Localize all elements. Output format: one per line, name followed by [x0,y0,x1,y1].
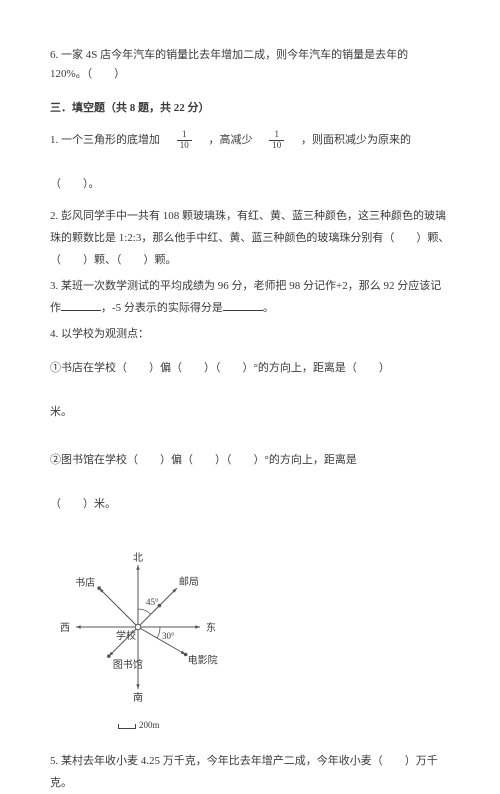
blank-2 [223,301,263,311]
q3-c: 。 [263,302,274,314]
svg-text:北: 北 [133,552,143,564]
frac2-den: 10 [269,141,284,151]
svg-text:书店: 书店 [75,576,95,589]
scale-label: 200m [139,720,160,730]
q4-item2-text: ②图书馆在学校（ ）偏（ ）（ ）°的方向上，距离是 [50,454,357,466]
q4-item2-tail: （ ）米。 [50,498,116,510]
question-4-header: 4. 以学校为观测点： [50,323,450,345]
blank-1 [61,301,101,311]
question-4-item2: ②图书馆在学校（ ）偏（ ）（ ）°的方向上，距离是 （ ）米。 [50,449,450,515]
svg-text:东: 东 [206,621,216,634]
question-3: 3. 某班一次数学测试的平均成绩为 96 分，老师把 98 分记作+2，那么 9… [50,275,450,319]
question-4-item1: ①书店在学校（ ）偏（ ）（ ）°的方向上，距离是（ ） 米。 [50,357,450,423]
q1-mid2: ，则面积减少为原来的 [290,134,411,146]
svg-text:邮局: 邮局 [179,575,199,588]
compass-svg: 北南 东 西 邮局 45° 书店电影院 30° 图书馆 学校 [50,541,240,711]
question-6: 6. 一家 4S 店今年汽车的销量比去年增加二成，则今年汽车的销量是去年的 12… [50,46,450,83]
fraction-1: 1 10 [177,130,192,151]
frac1-den: 10 [177,141,192,151]
svg-text:学校: 学校 [116,629,136,642]
q1-pre: 1. 一个三角形的底增加 [50,134,171,146]
fraction-2: 1 10 [269,130,284,151]
q4-item1-text: ①书店在学校（ ）偏（ ）（ ）°的方向上，距离是（ ） [50,362,390,374]
scale-row: 200m [118,720,450,730]
q3-b: ，-5 分表示的实际得分是 [101,302,223,314]
question-2: 2. 彭风同学手中一共有 108 颗玻璃珠，有红、黄、蓝三种颜色，这三种颜色的玻… [50,205,450,271]
q2-text: 2. 彭风同学手中一共有 108 颗玻璃珠，有红、黄、蓝三种颜色，这三种颜色的玻… [50,210,449,266]
svg-text:45°: 45° [146,597,159,607]
q6-line1: 6. 一家 4S 店今年汽车的销量比去年增加二成，则今年汽车的销量是去年的 [50,49,408,61]
section-3-heading: 三．填空题（共 8 题，共 22 分） [50,99,450,115]
compass-diagram: 北南 东 西 邮局 45° 书店电影院 30° 图书馆 学校 200m [50,541,450,730]
q1-line2: （ ）。 [50,178,100,190]
q1-mid1: ，高减少 [198,134,264,146]
svg-text:西: 西 [60,623,70,634]
scale-bar-icon [118,724,136,729]
question-1: 1. 一个三角形的底增加 1 10 ，高减少 1 10 ，则面积减少为原来的 （… [50,129,450,195]
q4-item1-tail: 米。 [50,406,72,418]
svg-text:图书馆: 图书馆 [113,659,143,672]
svg-text:电影院: 电影院 [188,654,218,667]
svg-text:30°: 30° [162,631,175,641]
svg-text:南: 南 [133,691,143,704]
q6-line2: 120%。（ ） [50,68,125,80]
question-5: 5. 某村去年收小麦 4.25 万千克，今年比去年增产二成，今年收小麦（ ）万千… [50,750,450,794]
q5-text: 5. 某村去年收小麦 4.25 万千克，今年比去年增产二成，今年收小麦（ ）万千… [50,755,438,789]
